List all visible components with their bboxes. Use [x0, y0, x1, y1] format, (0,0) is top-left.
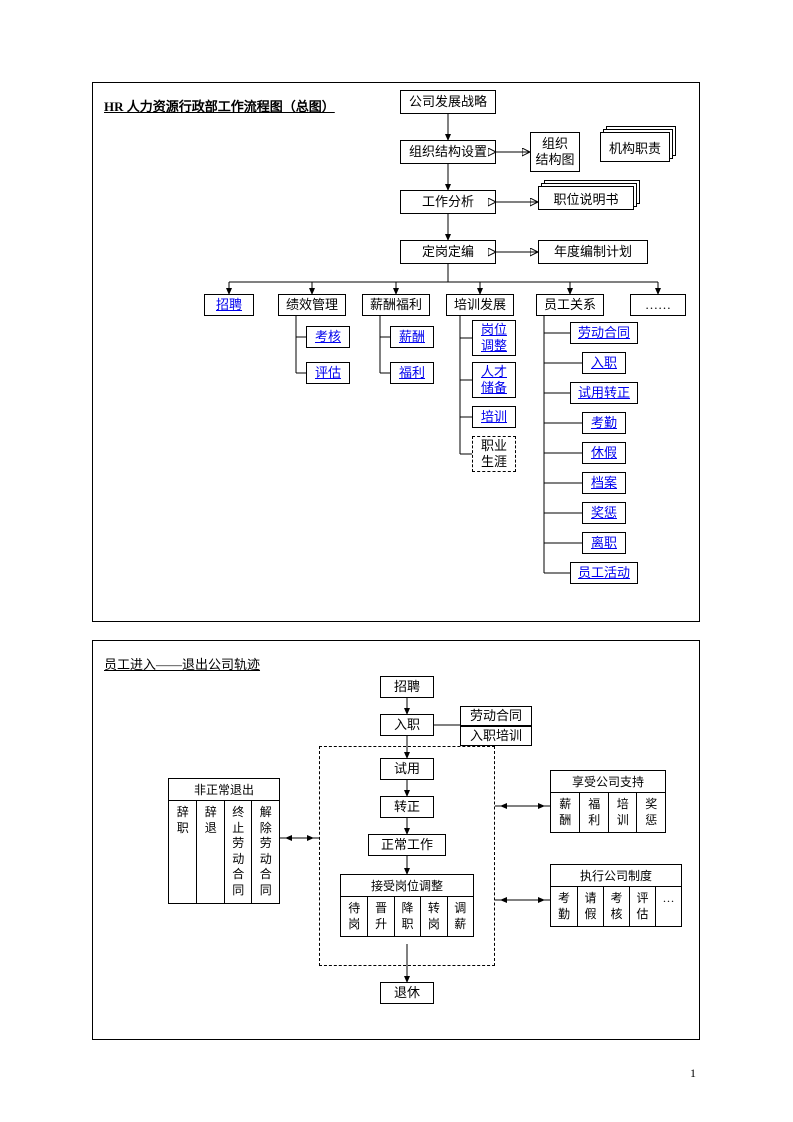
- node-attend[interactable]: 考勤: [582, 412, 626, 434]
- node-salary[interactable]: 薪酬: [390, 326, 434, 348]
- node-assess[interactable]: 考核: [306, 326, 350, 348]
- node-strategy: 公司发展战略: [400, 90, 496, 114]
- node-contract[interactable]: 劳动合同: [570, 322, 638, 344]
- node-traindev: 培训发展: [446, 294, 514, 316]
- node-indtrain: 入职培训: [460, 726, 532, 746]
- node-career: 职业 生涯: [472, 436, 516, 472]
- node-orgchart: 组织 结构图: [530, 132, 580, 172]
- node-retire: 退休: [380, 982, 434, 1004]
- vtable-support: 享受公司支持薪酬福利培训奖惩: [550, 770, 666, 842]
- node-eval[interactable]: 评估: [306, 362, 350, 384]
- node-orgset: 组织结构设置: [400, 140, 496, 164]
- node-contract2: 劳动合同: [460, 706, 532, 726]
- node-orgduty: 机构职责: [600, 132, 678, 170]
- vtable-comply: 执行公司制度考勤请假考核评估…: [550, 864, 682, 936]
- node-emprel: 员工关系: [536, 294, 604, 316]
- node-onboard2: 入职: [380, 714, 434, 736]
- node-benefit[interactable]: 福利: [390, 362, 434, 384]
- node-training[interactable]: 培训: [472, 406, 516, 428]
- node-probation[interactable]: 试用转正: [570, 382, 638, 404]
- node-archive[interactable]: 档案: [582, 472, 626, 494]
- node-jobadj[interactable]: 岗位 调整: [472, 320, 516, 356]
- node-jobdesc: 职位说明书: [538, 186, 642, 218]
- node-leave[interactable]: 休假: [582, 442, 626, 464]
- node-regular: 转正: [380, 796, 434, 818]
- node-compben: 薪酬福利: [362, 294, 430, 316]
- node-onboard[interactable]: 入职: [582, 352, 626, 374]
- node-reward[interactable]: 奖惩: [582, 502, 626, 524]
- diagram1-title: HR 人力资源行政部工作流程图（总图）: [104, 96, 335, 115]
- node-jobanalysis: 工作分析: [400, 190, 496, 214]
- node-headcount: 定岗定编: [400, 240, 496, 264]
- vtable-posadj: 接受岗位调整待岗晋升降职转岗调薪: [340, 874, 474, 944]
- node-yearplan: 年度编制计划: [538, 240, 648, 264]
- node-resign[interactable]: 离职: [582, 532, 626, 554]
- node-trial: 试用: [380, 758, 434, 780]
- node-talent[interactable]: 人才 储备: [472, 362, 516, 398]
- node-recruit2: 招聘: [380, 676, 434, 698]
- node-normalwork: 正常工作: [368, 834, 446, 856]
- node-recruit[interactable]: 招聘: [204, 294, 254, 316]
- node-perfmgmt: 绩效管理: [278, 294, 346, 316]
- page-number: 1: [690, 1066, 696, 1081]
- vtable-abnormal: 非正常退出辞职辞退终止劳动合同解除劳动合同: [168, 778, 280, 898]
- node-activity[interactable]: 员工活动: [570, 562, 638, 584]
- diagram2-title: 员工进入——退出公司轨迹: [104, 654, 260, 673]
- node-more: ……: [630, 294, 686, 316]
